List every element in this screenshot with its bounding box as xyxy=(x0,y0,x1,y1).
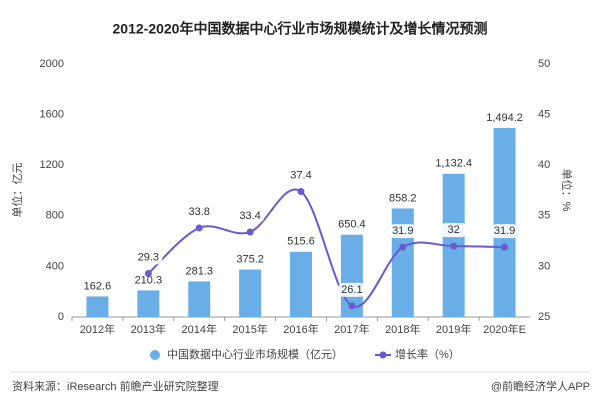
y-tick-label: 2000 xyxy=(40,58,64,70)
line-value-label: 33.4 xyxy=(239,210,260,222)
bar xyxy=(290,251,312,317)
line-point xyxy=(144,269,152,277)
legend-label: 中国数据中心行业市场规模（亿元） xyxy=(167,347,343,361)
bar-value-label: 650.4 xyxy=(338,219,366,231)
line-point xyxy=(297,188,305,196)
label-bg xyxy=(490,224,519,239)
bar-value-label: 162.6 xyxy=(84,280,112,292)
legend-swatch xyxy=(379,351,387,359)
y2-tick-label: 25 xyxy=(538,311,550,323)
x-tick-label: 2017年 xyxy=(334,322,369,336)
x-tick-label: 2013年 xyxy=(131,322,166,336)
line xyxy=(147,188,505,308)
bar xyxy=(239,269,262,317)
y2-tick-label: 30 xyxy=(538,260,550,272)
label-bg xyxy=(236,208,265,223)
bar xyxy=(137,290,160,317)
y-tick-label: 1200 xyxy=(40,159,64,171)
x-tick-label: 2015年 xyxy=(232,322,267,336)
bar xyxy=(86,296,109,317)
bar-value-label: 210.3 xyxy=(135,274,163,286)
y-axis-title: 单位：亿元 xyxy=(10,163,24,218)
x-tick-label: 2019年 xyxy=(436,322,471,336)
bar xyxy=(188,281,211,317)
bar-value-label: 858.2 xyxy=(389,192,417,204)
line-point xyxy=(501,243,509,251)
bar-value-label: 1,494.2 xyxy=(486,112,523,124)
bar-value-label: 281.3 xyxy=(185,265,213,277)
y-tick-label: 800 xyxy=(46,210,64,222)
bar-value-label: 515.6 xyxy=(287,236,315,248)
line-point xyxy=(450,242,458,250)
line-point xyxy=(348,302,356,310)
line-point xyxy=(246,228,254,236)
line-value-label: 37.4 xyxy=(290,169,311,181)
y2-tick-label: 40 xyxy=(538,159,550,171)
bar xyxy=(493,127,516,317)
label-bg xyxy=(388,224,417,239)
x-tick-label: 2012年 xyxy=(80,322,115,336)
x-tick-label: 2020年E xyxy=(483,322,526,336)
y-tick-label: 400 xyxy=(46,260,64,272)
chart-title: 2012-2020年中国数据中心行业市场规模统计及增长情况预测 xyxy=(113,21,488,37)
y2-axis-title: 单位：% xyxy=(560,169,574,212)
x-tick-label: 2016年 xyxy=(283,322,318,336)
y2-tick-label: 50 xyxy=(538,58,550,70)
line-point xyxy=(399,243,407,251)
bar-value-label: 375.2 xyxy=(236,253,264,265)
legend-label: 增长率（%） xyxy=(395,347,460,361)
line-value-label: 29.3 xyxy=(138,251,159,263)
line-value-label: 33.8 xyxy=(189,206,210,218)
label-bg xyxy=(185,204,214,219)
line-point xyxy=(195,224,203,232)
bar-value-label: 1,132.4 xyxy=(435,158,472,170)
line-value-label: 31.9 xyxy=(494,225,515,237)
legend-swatch xyxy=(150,350,160,360)
label-bg xyxy=(337,282,366,297)
footer: @前瞻经济学人APP xyxy=(491,379,590,393)
source: 资料来源：iResearch 前瞻产业研究院整理 xyxy=(12,379,219,393)
y-tick-label: 1600 xyxy=(40,109,64,121)
line-value-label: 31.9 xyxy=(392,225,413,237)
line-value-label: 26.1 xyxy=(341,284,362,296)
y2-tick-label: 35 xyxy=(538,210,550,222)
label-bg xyxy=(134,250,163,265)
y-tick-label: 0 xyxy=(58,311,64,323)
line-value-label: 32 xyxy=(448,224,460,236)
y2-tick-label: 45 xyxy=(538,109,550,121)
x-tick-label: 2018年 xyxy=(385,322,420,336)
label-bg xyxy=(287,168,315,183)
x-tick-label: 2014年 xyxy=(181,322,216,336)
label-bg xyxy=(439,223,468,238)
